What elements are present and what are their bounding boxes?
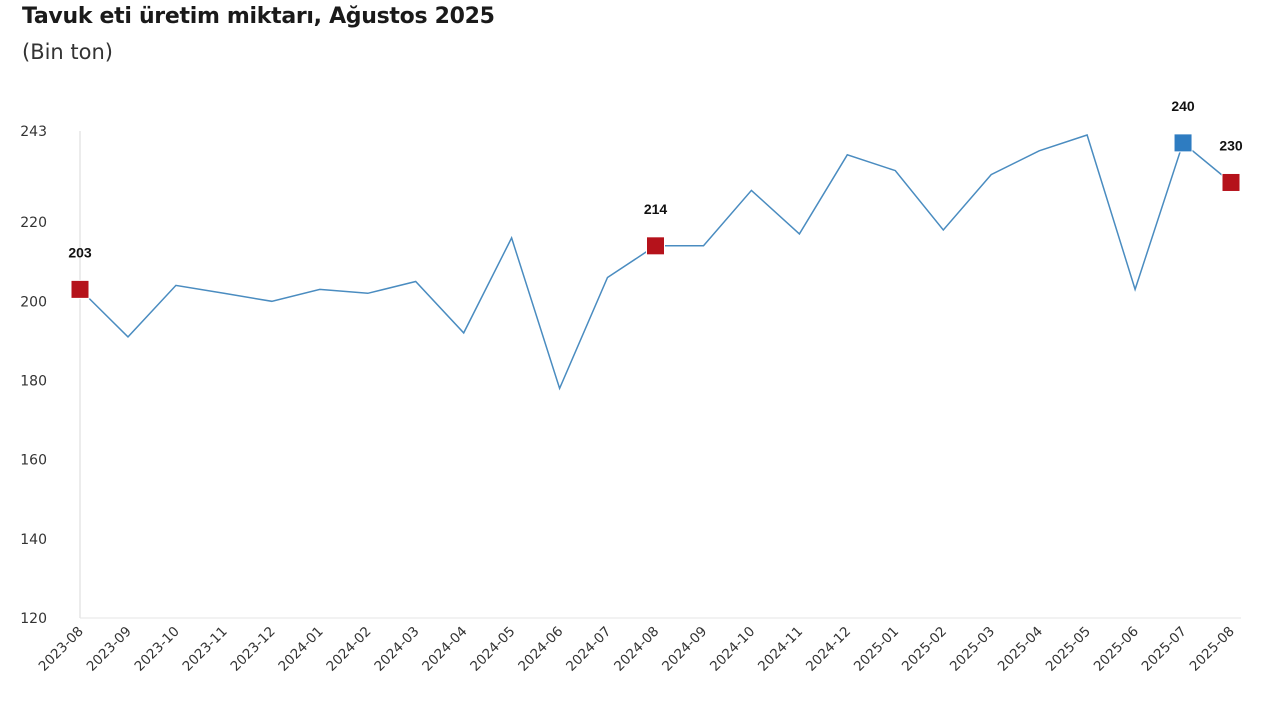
x-tick-label: 2023-09 — [84, 624, 135, 675]
data-point — [462, 331, 466, 335]
highlight-marker — [1221, 172, 1241, 192]
x-tick-label: 2024-02 — [323, 624, 374, 675]
series-line — [79, 134, 1232, 391]
x-tick-label: 2025-01 — [851, 624, 902, 675]
data-point — [270, 299, 274, 303]
data-label: 240 — [1171, 98, 1195, 114]
data-label: 214 — [644, 201, 668, 217]
x-tick-label: 2023-11 — [180, 624, 231, 675]
x-tick-label: 2023-10 — [132, 624, 183, 675]
x-tick-label: 2024-12 — [803, 624, 854, 675]
x-tick-label: 2025-05 — [1043, 624, 1094, 675]
highlight-marker — [1173, 133, 1193, 153]
y-tick-label: 160 — [20, 453, 47, 469]
data-point — [701, 244, 705, 248]
x-tick-label: 2024-08 — [611, 624, 662, 675]
y-tick-label: 180 — [20, 373, 47, 389]
x-tick-label: 2025-08 — [1187, 624, 1238, 675]
x-tick-label: 2025-06 — [1091, 624, 1142, 675]
x-tick-label: 2024-11 — [755, 624, 806, 675]
y-tick-label: 243 — [20, 124, 47, 140]
x-tick-label: 2024-09 — [659, 624, 710, 675]
data-point — [989, 173, 993, 177]
x-tick-label: 2025-07 — [1139, 624, 1190, 675]
x-tick-label: 2024-10 — [707, 624, 758, 675]
x-tick-label: 2025-02 — [899, 624, 950, 675]
highlight-marker — [70, 279, 90, 299]
x-tick-label: 2024-03 — [371, 624, 422, 675]
data-point — [1037, 149, 1041, 153]
data-point — [510, 236, 514, 240]
x-tick-label: 2025-03 — [947, 624, 998, 675]
x-tick-label: 2025-04 — [995, 624, 1046, 675]
data-point — [1133, 287, 1137, 291]
x-tick-label: 2023-12 — [227, 624, 278, 675]
data-point — [318, 287, 322, 291]
y-tick-label: 140 — [20, 532, 47, 548]
x-tick-label: 2023-08 — [36, 624, 87, 675]
data-point — [845, 153, 849, 157]
data-point — [893, 169, 897, 173]
x-tick-label: 2024-04 — [419, 624, 470, 675]
chart-subtitle: (Bin ton) — [22, 40, 114, 64]
data-point — [414, 279, 418, 283]
data-point — [749, 188, 753, 192]
chart-title: Tavuk eti üretim miktarı, Ağustos 2025 — [22, 4, 495, 29]
data-label: 230 — [1219, 137, 1243, 153]
x-tick-label: 2024-01 — [275, 624, 326, 675]
data-point — [174, 283, 178, 287]
x-tick-label: 2024-06 — [515, 624, 566, 675]
data-point — [1085, 133, 1089, 137]
y-tick-label: 200 — [20, 294, 47, 310]
x-tick-label: 2024-05 — [467, 624, 518, 675]
y-tick-label: 120 — [20, 611, 47, 627]
data-point — [606, 275, 610, 279]
x-tick-label: 2024-07 — [563, 624, 614, 675]
data-point — [558, 386, 562, 390]
data-point — [126, 335, 130, 339]
data-point — [222, 291, 226, 295]
data-point — [941, 228, 945, 232]
data-point — [797, 232, 801, 236]
y-tick-label: 220 — [20, 215, 47, 231]
data-point — [366, 291, 370, 295]
highlight-marker — [646, 236, 665, 256]
data-label: 203 — [68, 244, 92, 260]
